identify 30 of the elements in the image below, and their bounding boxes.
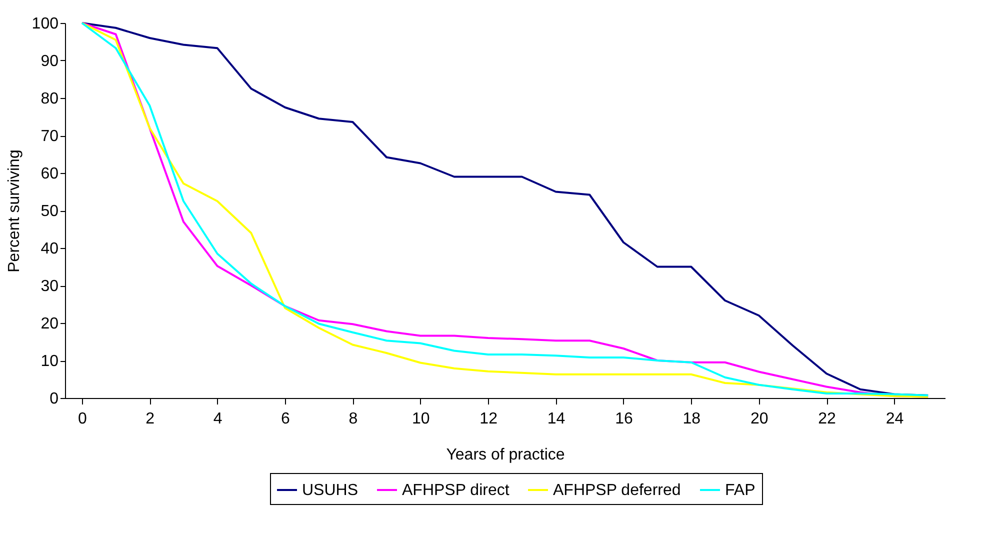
x-tick-label: 20 bbox=[750, 410, 768, 428]
x-tick-label: 12 bbox=[480, 410, 498, 428]
x-tick-label: 6 bbox=[281, 410, 290, 428]
x-tick-label: 14 bbox=[547, 410, 566, 428]
y-tick-label: 90 bbox=[40, 53, 59, 70]
y-tick-label: 70 bbox=[40, 128, 59, 145]
x-tick-label: 22 bbox=[818, 410, 836, 428]
x-tick-label: 10 bbox=[412, 410, 430, 428]
legend-label: USUHS bbox=[302, 482, 358, 499]
legend-label: FAP bbox=[725, 482, 756, 499]
x-tick-label: 16 bbox=[615, 410, 633, 428]
x-tick-label: 0 bbox=[78, 410, 87, 428]
x-axis-title: Years of practice bbox=[446, 446, 565, 464]
legend-label: AFHPSP deferred bbox=[553, 482, 681, 499]
y-tick-label: 100 bbox=[32, 16, 59, 32]
legend-label: AFHPSP direct bbox=[402, 482, 510, 499]
y-tick-label: 50 bbox=[40, 203, 59, 220]
x-tick-label: 4 bbox=[213, 410, 222, 428]
x-tick-label: 18 bbox=[682, 410, 701, 428]
y-tick-label: 0 bbox=[50, 390, 59, 408]
y-tick-label: 40 bbox=[40, 240, 59, 258]
x-tick-label: 8 bbox=[348, 410, 358, 428]
y-tick-label: 30 bbox=[40, 278, 59, 295]
x-tick-label: 2 bbox=[146, 410, 155, 428]
y-tick-label: 10 bbox=[40, 353, 59, 370]
y-tick-label: 80 bbox=[40, 90, 59, 108]
x-tick-label: 24 bbox=[886, 410, 904, 428]
y-tick-label: 20 bbox=[40, 316, 59, 332]
y-axis-title: Percent surviving bbox=[6, 150, 23, 272]
y-tick-label: 60 bbox=[40, 166, 59, 182]
